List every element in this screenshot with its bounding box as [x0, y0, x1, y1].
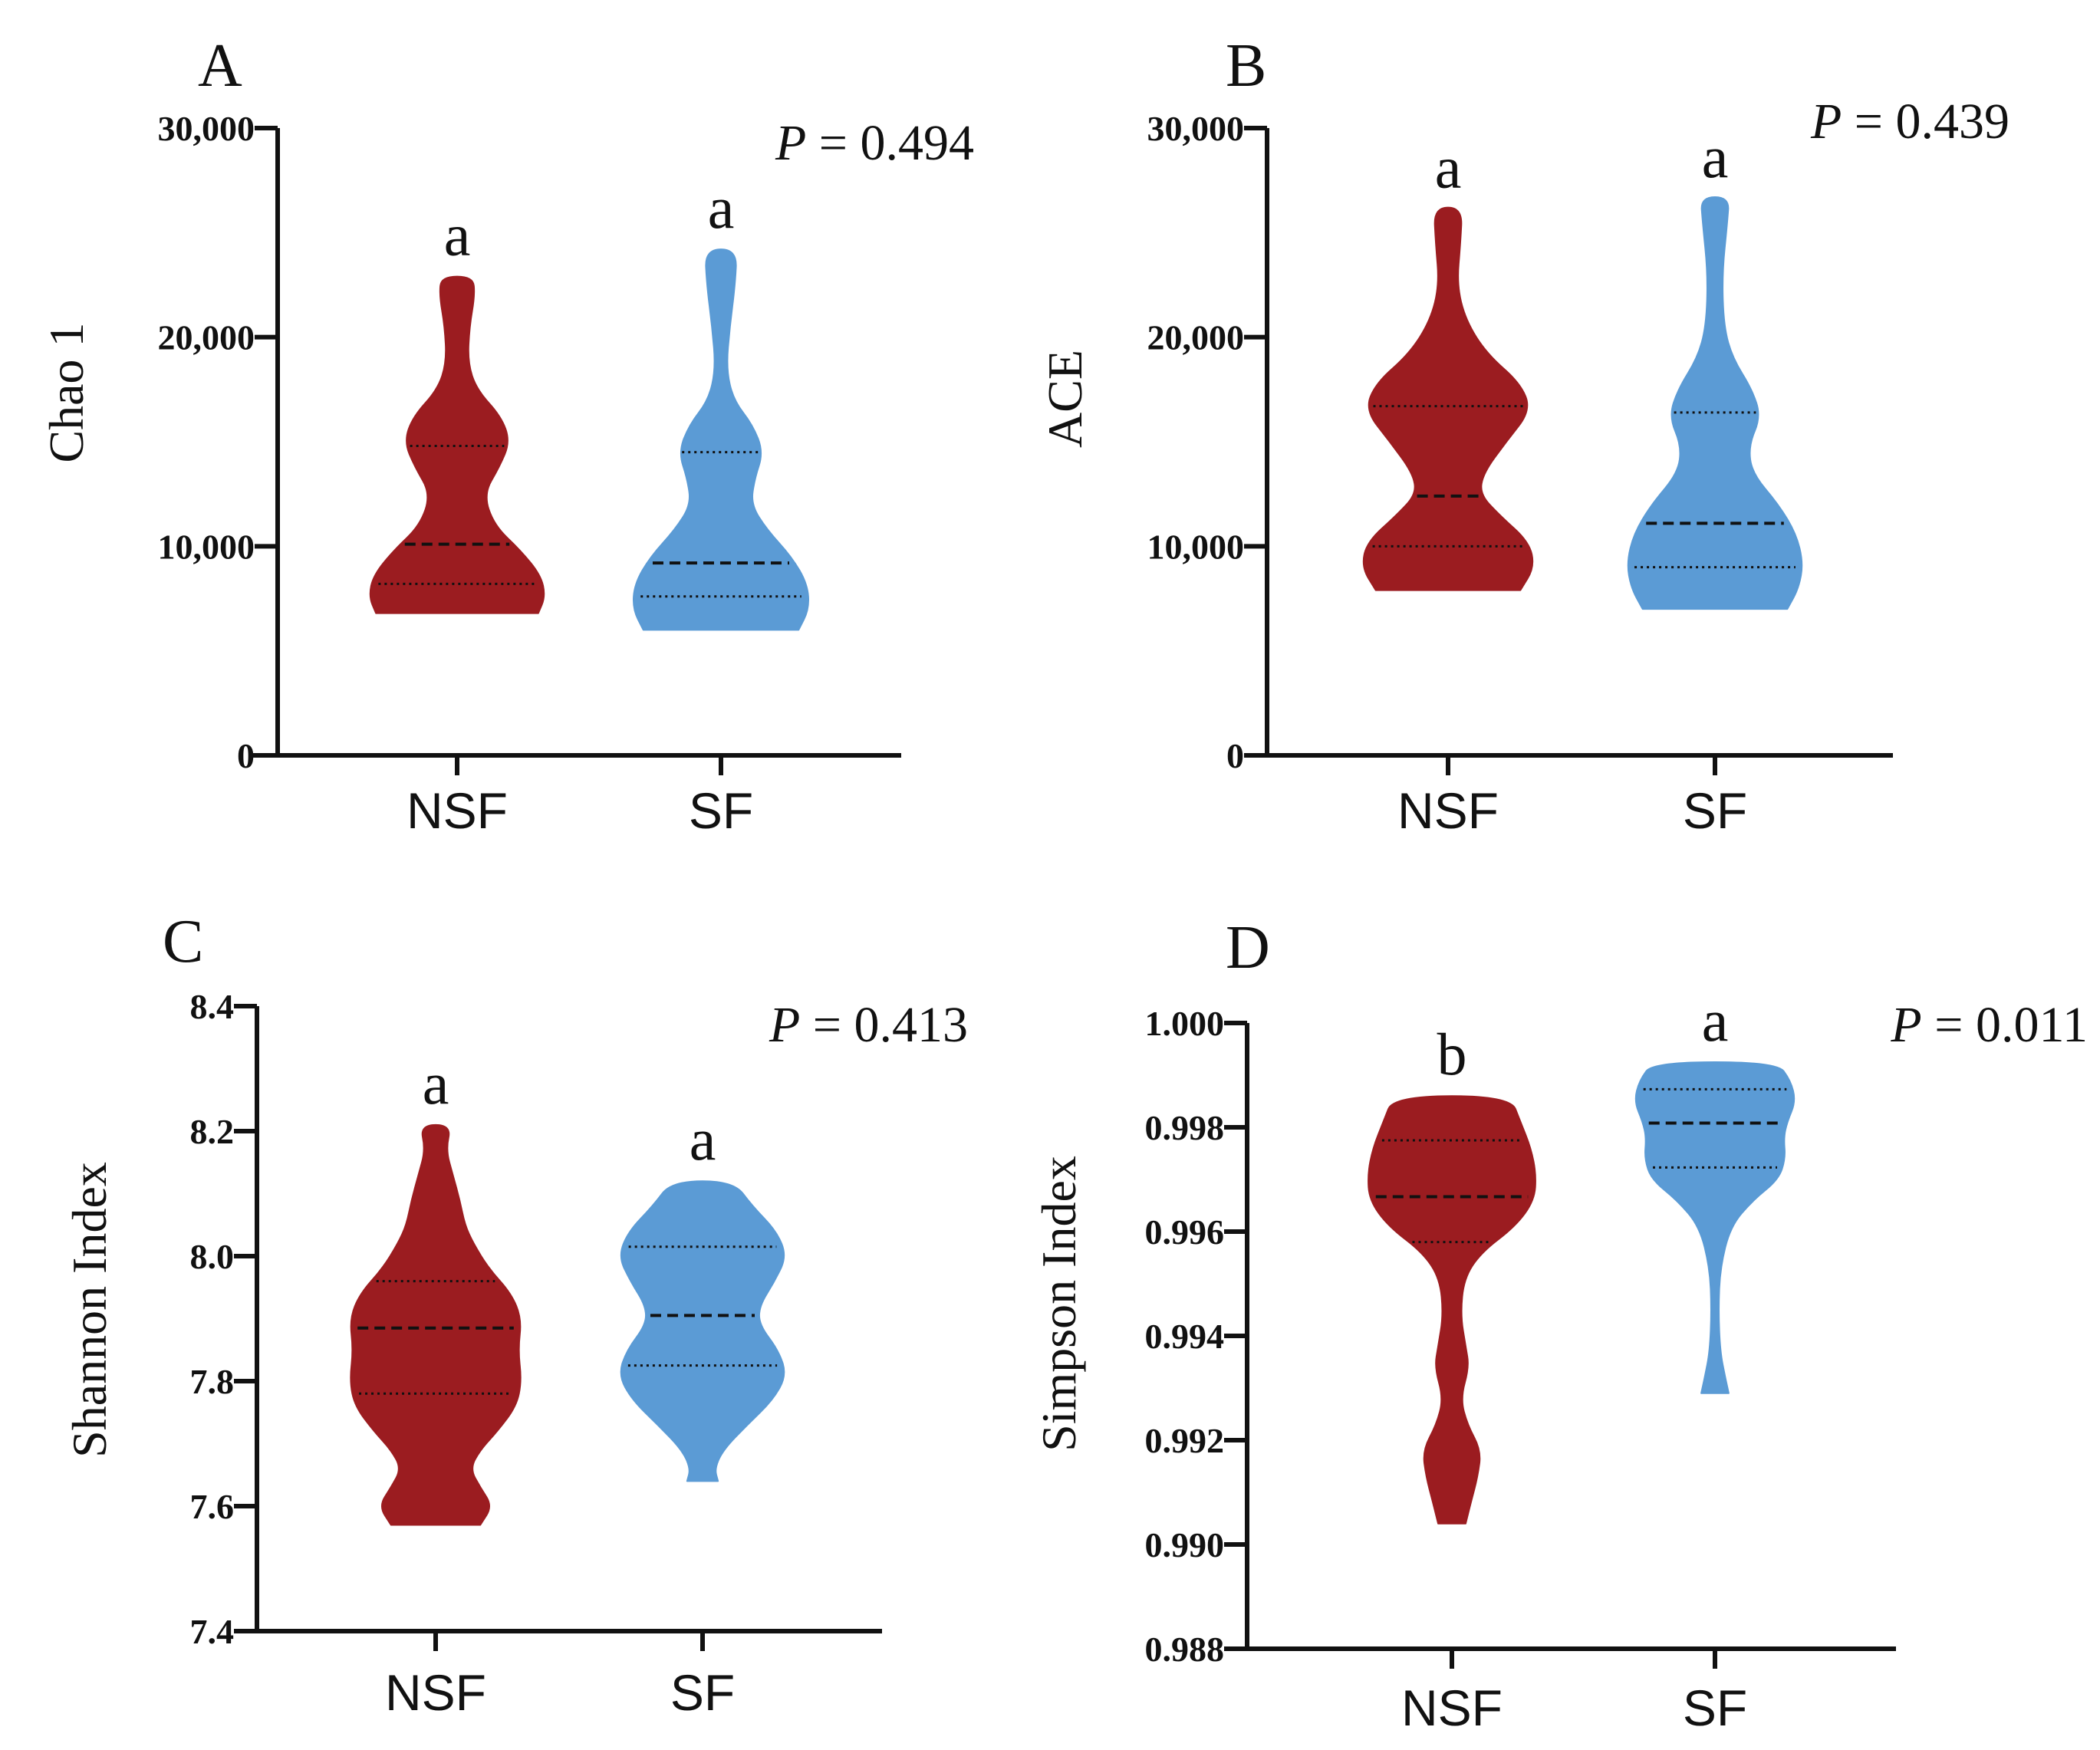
p-value-text: = 0.011 — [1922, 997, 2088, 1053]
x-tick-label-sf: SF — [670, 1664, 735, 1721]
y-tick-label: 20,000 — [158, 318, 255, 357]
x-tick-labels: NSF SF — [1401, 1679, 1747, 1736]
significance-label-sf: a — [690, 1106, 716, 1173]
significance-labels: b a — [1437, 987, 1729, 1087]
violin-nsf — [350, 1123, 522, 1526]
y-tick-label: 10,000 — [158, 527, 255, 566]
y-axis-label: Simpson Index — [1032, 1156, 1086, 1452]
panel-c: C Shannon Index P = 0.413 a a 7.4 7.6 7.… — [62, 908, 968, 1721]
p-value-text: = 0.439 — [1842, 94, 2009, 150]
p-value-text: = 0.413 — [800, 997, 968, 1053]
p-value: P = 0.011 — [1890, 997, 2088, 1053]
x-tick-label-nsf: NSF — [407, 782, 508, 839]
x-tick-label-sf: SF — [1683, 1679, 1747, 1736]
y-tick-label: 8.0 — [190, 1237, 235, 1276]
axes — [234, 1004, 882, 1651]
y-tick-label: 0 — [237, 736, 255, 775]
x-tick-labels: NSF SF — [407, 782, 753, 839]
panel-letter: C — [163, 908, 203, 975]
y-tick-label: 0.994 — [1145, 1317, 1225, 1356]
axes — [1244, 126, 1893, 775]
violin-nsf — [1362, 206, 1534, 591]
violin-sf — [1634, 1061, 1796, 1394]
violins — [350, 1123, 785, 1526]
x-tick-label-nsf: NSF — [385, 1664, 486, 1721]
p-symbol: P — [775, 115, 806, 171]
y-tick-label: 30,000 — [1147, 109, 1245, 148]
y-ticks — [255, 126, 278, 758]
x-tick-labels: NSF SF — [1397, 782, 1747, 839]
p-symbol: P — [1890, 997, 1921, 1053]
y-tick-labels: 0 10,000 20,000 30,000 — [1147, 109, 1245, 775]
significance-label-nsf: a — [1435, 134, 1462, 201]
y-tick-label: 7.6 — [190, 1487, 235, 1526]
significance-labels: a a — [444, 174, 735, 268]
y-tick-label: 8.2 — [190, 1112, 235, 1151]
y-tick-label: 20,000 — [1147, 318, 1245, 357]
significance-label-nsf: a — [423, 1050, 449, 1117]
x-ticks — [433, 1631, 705, 1651]
violin-sf — [632, 248, 810, 631]
y-tick-label: 0.998 — [1145, 1108, 1225, 1147]
x-ticks — [1450, 1649, 1717, 1669]
p-symbol: P — [769, 997, 800, 1053]
y-tick-labels: 0 10,000 20,000 30,000 — [158, 109, 255, 775]
y-tick-label: 0.992 — [1145, 1421, 1225, 1460]
y-tick-label: 0.990 — [1145, 1525, 1225, 1564]
y-tick-labels: 0.988 0.990 0.992 0.994 0.996 0.998 1.00… — [1145, 1004, 1225, 1669]
x-tick-label-nsf: NSF — [1397, 782, 1499, 839]
violin-sf — [620, 1180, 785, 1482]
y-axis-label: Shannon Index — [62, 1162, 117, 1458]
p-value: P = 0.413 — [769, 997, 968, 1053]
p-value: P = 0.439 — [1810, 94, 2009, 150]
significance-label-nsf: a — [444, 202, 471, 268]
x-tick-labels: NSF SF — [385, 1664, 735, 1721]
panel-d: D Simpson Index P = 0.011 b a 0.988 0.99… — [1032, 914, 2088, 1736]
y-tick-label: 0.988 — [1145, 1630, 1225, 1669]
y-ticks — [234, 1004, 257, 1633]
y-tick-label: 30,000 — [158, 109, 255, 148]
significance-labels: a a — [423, 1050, 716, 1173]
violins — [369, 248, 810, 631]
significance-label-sf: a — [1702, 123, 1729, 190]
x-ticks — [1446, 755, 1717, 775]
y-tick-labels: 7.4 7.6 7.8 8.0 8.2 8.4 — [190, 987, 235, 1651]
y-tick-label: 10,000 — [1147, 527, 1245, 566]
violin-nsf — [1368, 1095, 1536, 1525]
violins — [1362, 196, 1803, 610]
x-tick-label-sf: SF — [689, 782, 753, 839]
y-tick-label: 7.8 — [190, 1362, 235, 1401]
panel-a: A Chao 1 P = 0.494 a a 0 10,000 20,000 3… — [39, 32, 974, 839]
y-axis-label: ACE — [1038, 350, 1092, 448]
y-tick-label: 8.4 — [190, 987, 235, 1026]
significance-label-nsf: b — [1437, 1021, 1467, 1087]
p-value: P = 0.494 — [775, 115, 974, 171]
p-symbol: P — [1810, 94, 1842, 150]
axes — [253, 126, 901, 775]
significance-label-sf: a — [708, 174, 735, 241]
axes — [1224, 1021, 1896, 1669]
x-tick-label-sf: SF — [1683, 782, 1747, 839]
significance-labels: a a — [1435, 123, 1729, 201]
violin-nsf — [369, 275, 545, 614]
panel-letter: B — [1226, 32, 1266, 100]
p-value-text: = 0.494 — [806, 115, 974, 171]
y-axis-label: Chao 1 — [39, 322, 94, 462]
panel-b: B ACE P = 0.439 a a 0 10,000 20,000 30,0… — [1038, 32, 2009, 839]
violins — [1368, 1061, 1796, 1525]
panel-letter: A — [198, 32, 242, 100]
significance-label-sf: a — [1702, 987, 1729, 1054]
x-tick-label-nsf: NSF — [1401, 1679, 1503, 1736]
y-tick-label: 1.000 — [1145, 1004, 1225, 1043]
x-ticks — [455, 755, 723, 775]
y-tick-label: 7.4 — [190, 1612, 235, 1651]
violin-sf — [1627, 196, 1803, 610]
y-tick-label: 0.996 — [1145, 1212, 1225, 1252]
panel-letter: D — [1226, 914, 1270, 982]
y-tick-label: 0 — [1226, 736, 1244, 775]
y-ticks — [1244, 126, 1267, 758]
y-ticks — [1224, 1021, 1247, 1651]
